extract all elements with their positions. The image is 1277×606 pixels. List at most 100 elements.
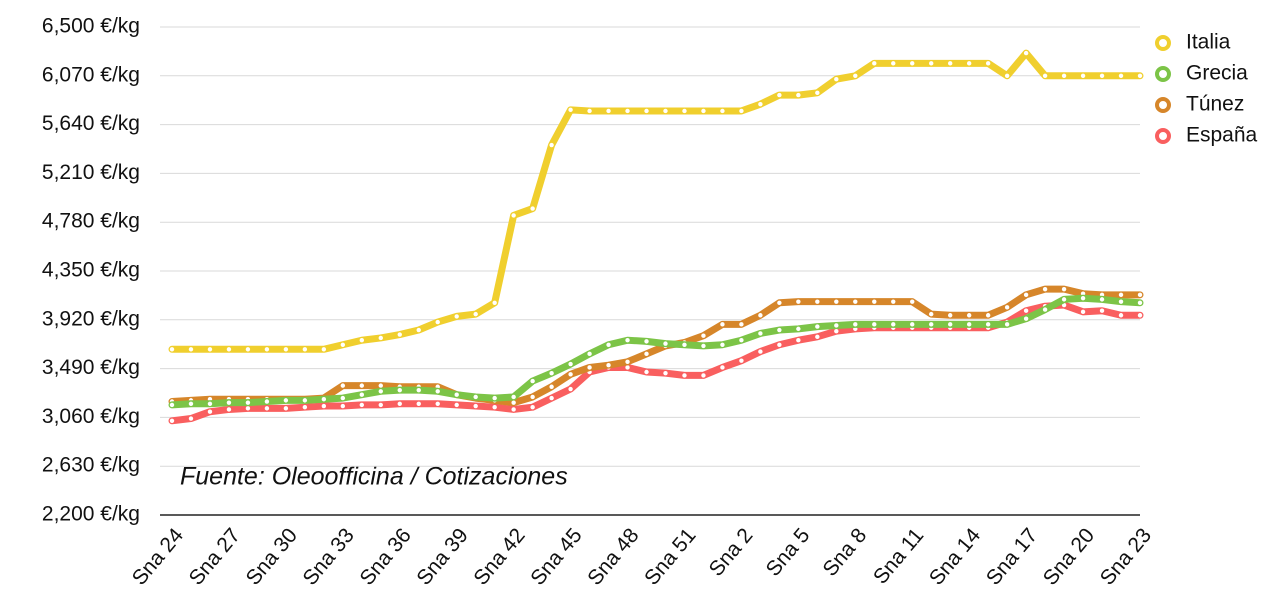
marker: [340, 403, 346, 409]
marker: [473, 394, 478, 400]
marker: [397, 387, 402, 393]
marker: [606, 362, 611, 368]
marker: [169, 418, 175, 424]
annotation: Fuente: Oleoofficina / Cotizaciones: [180, 463, 568, 491]
marker: [1004, 322, 1010, 327]
marker: [644, 108, 649, 114]
marker: [1061, 286, 1067, 292]
marker: [188, 401, 194, 406]
marker: [511, 394, 516, 400]
y-tick-label: 4,780 €/kg: [42, 210, 140, 233]
marker: [815, 90, 820, 96]
marker: [1099, 297, 1105, 302]
marker: [758, 101, 763, 107]
marker: [834, 328, 839, 334]
marker: [473, 311, 478, 317]
marker: [1080, 296, 1086, 301]
marker: [435, 401, 440, 406]
marker: [302, 347, 308, 352]
marker: [492, 395, 497, 401]
marker: [378, 335, 383, 341]
marker: [1118, 299, 1124, 304]
marker: [454, 392, 459, 397]
marker: [359, 402, 365, 408]
marker: [587, 351, 592, 357]
marker: [416, 387, 421, 393]
marker: [796, 326, 801, 332]
marker: [188, 416, 194, 421]
marker: [1023, 50, 1029, 56]
marker: [530, 404, 535, 410]
legend-label: Grecia: [1186, 62, 1248, 85]
marker: [1118, 292, 1124, 298]
marker: [853, 73, 858, 79]
marker: [1137, 292, 1143, 298]
x-tick-label: Sna 27: [185, 524, 245, 590]
marker: [264, 347, 270, 352]
x-tick-label: Sna 8: [818, 524, 871, 581]
marker: [625, 365, 630, 370]
marker: [966, 61, 972, 66]
x-tick-label: Sna 30: [242, 524, 302, 590]
marker: [1023, 316, 1029, 321]
marker: [644, 339, 649, 344]
marker: [207, 401, 213, 406]
marker: [264, 406, 270, 411]
marker: [834, 323, 839, 328]
marker: [1118, 73, 1124, 79]
marker: [777, 92, 782, 98]
marker: [929, 311, 934, 317]
marker: [663, 370, 668, 376]
x-tick-label: Sna 17: [982, 524, 1042, 590]
marker: [226, 400, 232, 405]
marker: [378, 383, 383, 388]
x-tick-label: Sna 20: [1039, 524, 1099, 590]
marker: [777, 327, 782, 333]
marker: [549, 395, 554, 401]
marker: [929, 61, 934, 66]
marker: [1061, 73, 1067, 79]
marker: [207, 347, 213, 352]
marker: [796, 338, 801, 343]
marker: [606, 342, 611, 347]
marker: [530, 378, 535, 384]
marker: [796, 299, 801, 304]
marker: [682, 108, 687, 114]
marker: [226, 407, 232, 412]
marker: [492, 300, 497, 305]
marker: [340, 383, 346, 388]
marker: [188, 347, 194, 352]
marker: [1042, 73, 1048, 79]
marker: [169, 347, 175, 352]
marker: [1137, 313, 1143, 318]
marker: [758, 313, 763, 318]
marker: [739, 358, 744, 363]
marker: [947, 61, 953, 66]
marker: [302, 404, 308, 410]
marker: [815, 324, 820, 329]
marker: [568, 361, 573, 367]
marker: [302, 398, 308, 403]
y-tick-label: 3,490 €/kg: [42, 356, 140, 379]
marker: [966, 322, 972, 327]
marker: [378, 402, 383, 408]
marker: [815, 299, 820, 304]
marker: [1080, 309, 1086, 315]
x-tick-label: Sna 39: [412, 524, 472, 590]
legend-marker: [1155, 128, 1171, 144]
marker: [454, 402, 459, 408]
marker: [1023, 308, 1029, 313]
legend-marker: [1155, 66, 1171, 82]
marker: [910, 322, 915, 327]
marker: [1137, 73, 1143, 79]
marker: [1004, 305, 1010, 310]
marker: [663, 341, 668, 346]
marker: [587, 108, 592, 114]
x-tick-label: Sna 36: [355, 524, 415, 590]
marker: [985, 61, 991, 66]
marker: [682, 373, 687, 378]
marker: [815, 334, 820, 340]
marker: [1004, 73, 1010, 79]
marker: [473, 403, 478, 409]
